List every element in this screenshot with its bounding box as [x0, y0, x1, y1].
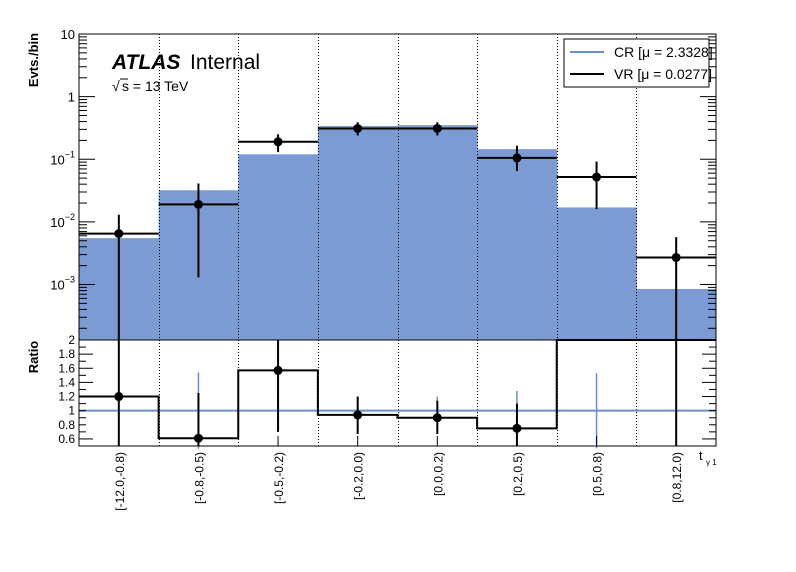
- ratio-y-tick-label: 2: [68, 333, 75, 347]
- ratio-data-point: [114, 392, 124, 402]
- ratio-y-tick-label: 1.8: [58, 347, 75, 361]
- x-tick-label: [0.2,0.5): [511, 452, 525, 496]
- vr-data-point: [273, 137, 283, 147]
- vr-data-point: [432, 123, 442, 133]
- cr-histogram-bar: [556, 207, 637, 340]
- ratio-plot-frame: [78, 339, 717, 447]
- ratio-data-point: [512, 423, 522, 433]
- legend-label-cr: CR [μ = 2.3328]: [614, 44, 713, 60]
- ratio-y-tick-label: 1.4: [58, 375, 75, 389]
- x-tick-label: [0.5,0.8): [591, 452, 605, 496]
- ratio-data-point: [273, 365, 283, 375]
- ratio-y-axis-label: Ratio: [26, 341, 41, 374]
- x-axis-label: t: [699, 448, 703, 463]
- cr-histogram-bar: [397, 125, 478, 340]
- ratio-y-tick-label: 1.6: [58, 361, 75, 375]
- x-axis-label-subscript: γ 1: [706, 458, 717, 467]
- energy-label: s = 13 TeV: [122, 78, 189, 94]
- ratio-y-tick-label: 0.6: [58, 432, 75, 446]
- ratio-data-point: [353, 410, 363, 420]
- x-tick-label: [-12.0,-0.8): [113, 452, 127, 511]
- y-axis-label: Evts./bin: [26, 33, 41, 87]
- cr-histogram-bar: [317, 125, 398, 340]
- ratio-y-tick-label: 1: [68, 404, 75, 418]
- vr-data-point: [353, 123, 363, 133]
- vr-data-point: [671, 252, 681, 262]
- ratio-step-line: [79, 339, 716, 440]
- x-tick-label: [0.0,0.2): [431, 452, 445, 496]
- y-tick-label: 10−2: [50, 212, 75, 230]
- ratio-y-tick-label: 0.8: [58, 418, 75, 432]
- sqrt-symbol: √: [112, 78, 120, 94]
- y-tick-label: 10−1: [50, 149, 75, 167]
- cr-histogram-bar: [477, 149, 558, 340]
- cr-histogram-bar: [238, 154, 319, 340]
- x-tick-label: [-0.5,-0.2): [272, 452, 286, 504]
- x-tick-label: [-0.2,0.0): [352, 452, 366, 500]
- y-tick-label: 10−3: [50, 275, 75, 293]
- vr-data-point: [193, 199, 203, 209]
- y-tick-label: 10: [61, 27, 75, 42]
- vr-data-point: [512, 153, 522, 163]
- legend-label-vr: VR [μ = 0.0277]: [614, 66, 712, 82]
- atlas-status-label: Internal: [190, 51, 260, 74]
- ratio-data-point: [432, 413, 442, 423]
- atlas-label: ATLAS: [111, 51, 180, 74]
- x-tick-label: [-0.8,-0.5): [192, 452, 206, 504]
- ratio-y-tick-label: 1.2: [58, 390, 75, 404]
- legend-box: [563, 38, 710, 88]
- vr-data-point: [592, 172, 602, 182]
- y-tick-label: 1: [68, 90, 75, 105]
- vr-data-point: [114, 229, 124, 239]
- x-tick-label: [0.8,12.0): [670, 452, 684, 503]
